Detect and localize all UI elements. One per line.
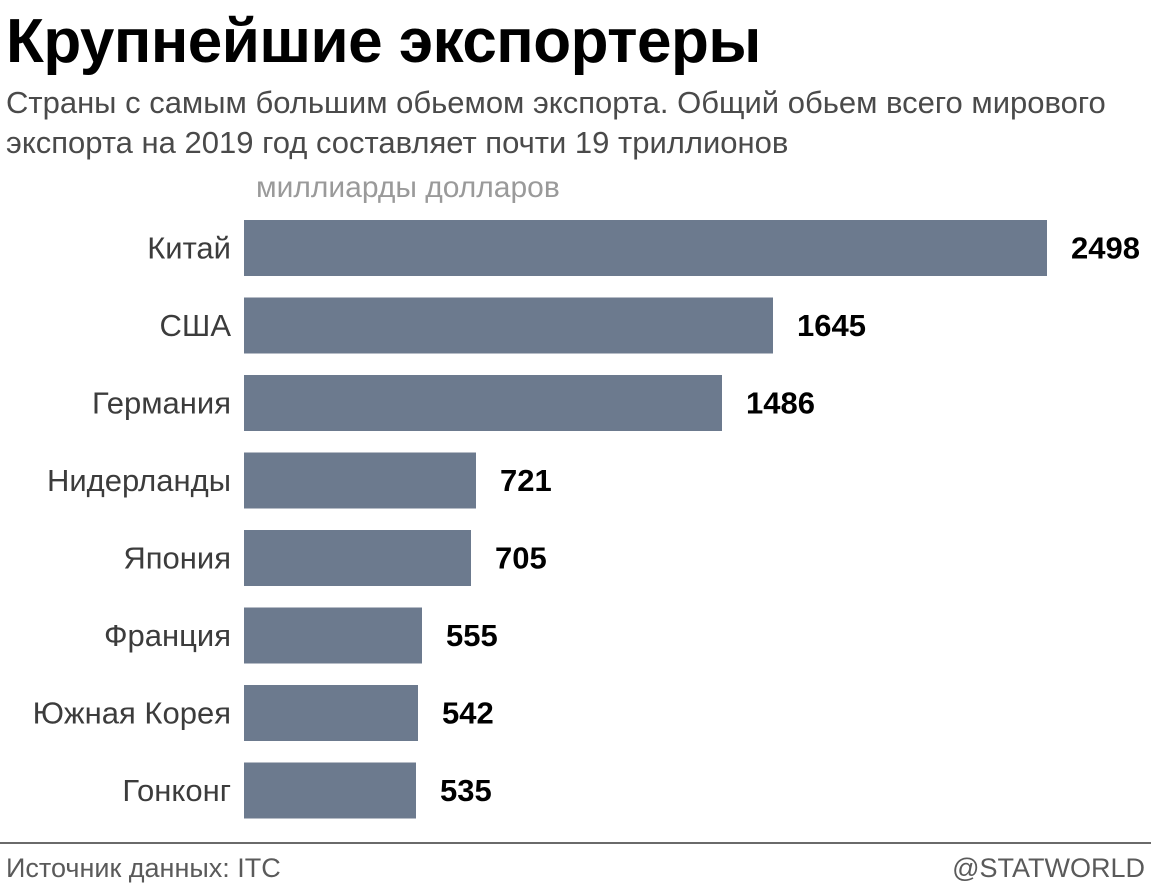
bar-chart: Китай 2498 США 1645 Германия 1486 Нидерланды 72… — [33, 220, 1140, 819]
bar — [244, 220, 1047, 276]
value-label: 721 — [500, 463, 552, 498]
value-label: 535 — [440, 773, 492, 808]
value-label: 705 — [495, 541, 547, 576]
bar — [244, 530, 471, 586]
bar — [244, 685, 418, 741]
value-label: 1645 — [797, 308, 866, 343]
value-label: 542 — [442, 696, 494, 731]
value-label: 2498 — [1071, 231, 1140, 266]
category-label: Япония — [123, 541, 231, 576]
chart-subtitle: Страны с самым большим обьемом экспорта.… — [6, 85, 1106, 160]
bar — [244, 607, 422, 664]
bar — [244, 762, 416, 819]
footer-divider — [0, 842, 1151, 844]
category-label: Китай — [147, 231, 231, 266]
value-label: 1486 — [746, 386, 815, 421]
unit-label: миллиарды долларов — [256, 171, 560, 204]
category-label: Германия — [92, 386, 231, 421]
value-label: 555 — [446, 618, 498, 653]
bar — [244, 452, 476, 509]
source-note: Источник данных: ITC — [6, 853, 281, 883]
chart-title: Крупнейшие экспортеры — [6, 7, 761, 76]
credit-handle: @STATWORLD — [952, 853, 1145, 883]
bar — [244, 297, 773, 354]
category-label: Гонконг — [122, 773, 231, 808]
category-label: США — [160, 308, 232, 343]
category-label: Франция — [104, 618, 231, 653]
category-label: Южная Корея — [33, 696, 231, 731]
category-label: Нидерланды — [47, 463, 231, 498]
bar — [244, 375, 722, 431]
